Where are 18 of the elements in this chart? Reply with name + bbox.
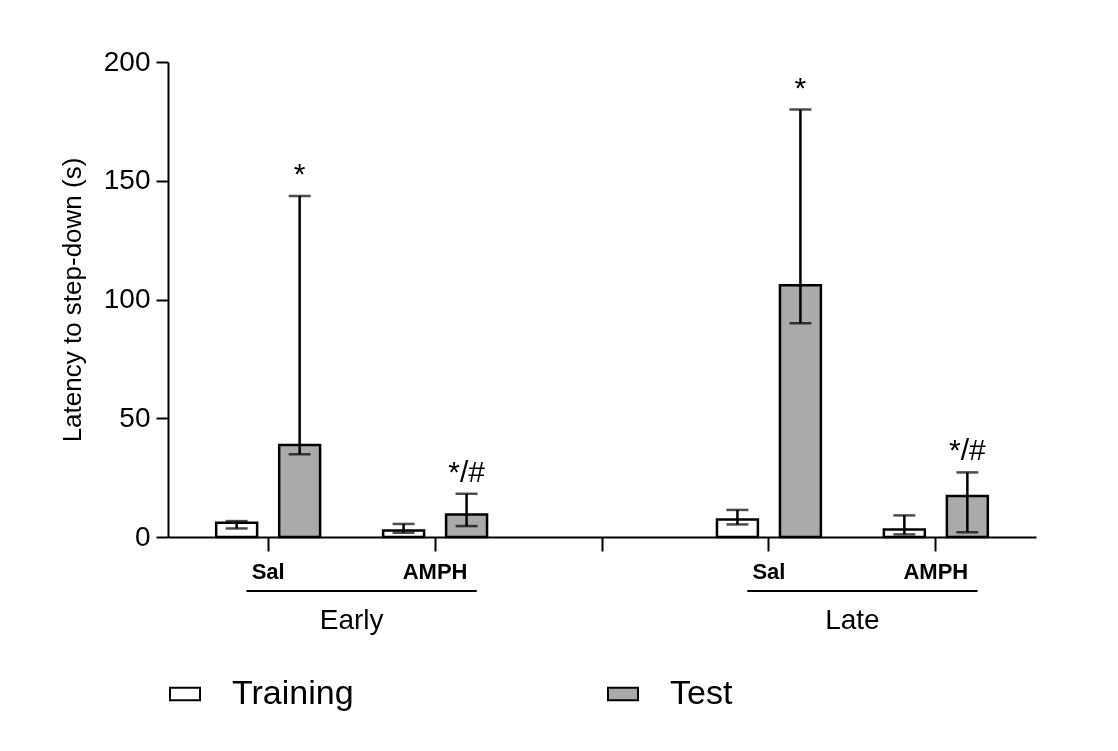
text: Early <box>319 604 384 635</box>
legend-label: Test <box>670 673 733 711</box>
x-tick-label: AMPH <box>903 558 969 584</box>
x-tick-label: Sal <box>251 558 285 584</box>
x-tick-label: AMPH <box>402 558 468 584</box>
y-axis-title: Latency to step-down (s) <box>56 157 87 443</box>
y-tick-label: 200 <box>103 45 151 77</box>
y-tick-label: 0 <box>134 520 151 552</box>
data-label: */# <box>448 454 486 488</box>
data-label: */# <box>948 433 986 467</box>
y-tick-label: 50 <box>119 401 151 433</box>
y-tick-label: 150 <box>103 164 151 196</box>
legend-label: Training <box>232 673 354 711</box>
x-tick-label: Sal <box>752 558 786 584</box>
y-tick-label: 100 <box>103 283 151 314</box>
text: Late <box>825 604 880 635</box>
annotation: * <box>293 156 306 190</box>
annotation: * <box>794 70 807 104</box>
